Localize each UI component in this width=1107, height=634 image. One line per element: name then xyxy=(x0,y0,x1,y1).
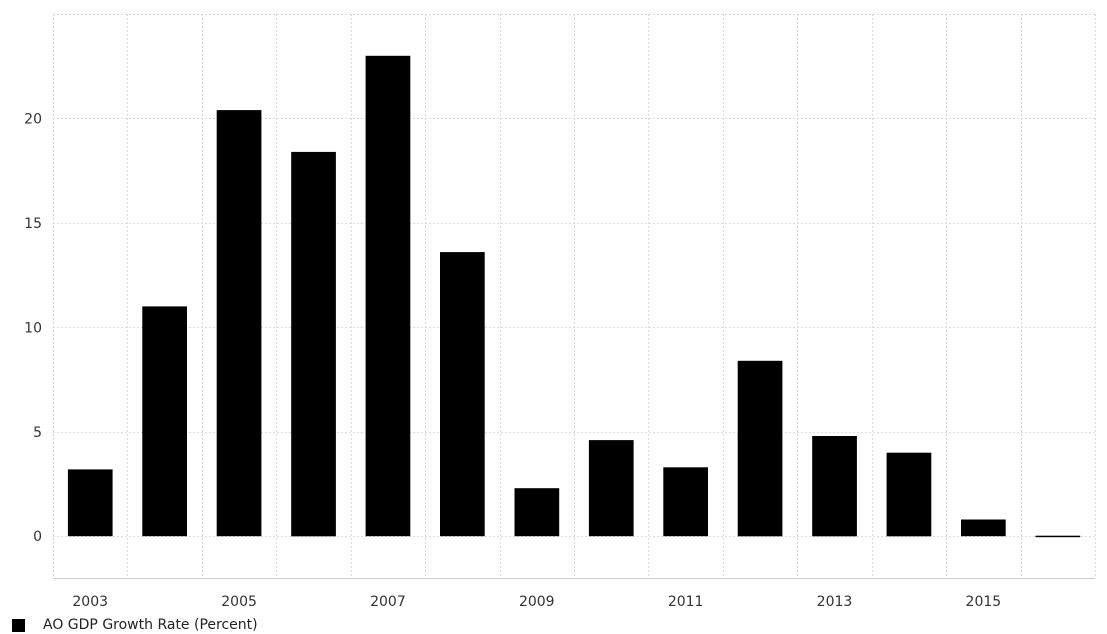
x-tick-label: 2009 xyxy=(519,594,555,610)
bar-2014 xyxy=(886,452,932,537)
legend: AO GDP Growth Rate (Percent) xyxy=(12,616,258,634)
y-tick-label: 20 xyxy=(24,111,42,127)
bar-2011 xyxy=(663,467,708,537)
x-tick-label: 2013 xyxy=(817,594,853,610)
bar-2005 xyxy=(216,110,262,537)
bar-2004 xyxy=(142,306,187,537)
bar-2008 xyxy=(440,252,485,537)
y-tick-label: 5 xyxy=(33,425,42,441)
grid xyxy=(53,14,1096,579)
bars xyxy=(67,55,1081,538)
bar-2003 xyxy=(67,469,113,537)
y-axis: 0 5 10 15 20 xyxy=(24,111,42,545)
legend-swatch xyxy=(12,618,25,632)
x-tick-label: 2007 xyxy=(370,594,406,610)
x-tick-label: 2011 xyxy=(668,594,704,610)
bar-2009 xyxy=(514,488,560,537)
bar-2012 xyxy=(737,360,783,537)
bar-2016 xyxy=(1035,535,1081,538)
bar-2013 xyxy=(812,436,857,537)
x-tick-label: 2015 xyxy=(966,594,1002,610)
bar-2007 xyxy=(365,55,411,537)
y-tick-label: 15 xyxy=(24,216,42,232)
y-tick-label: 0 xyxy=(33,529,42,545)
x-tick-label: 2005 xyxy=(221,594,257,610)
bar-2006 xyxy=(291,151,336,537)
y-tick-label: 10 xyxy=(24,320,42,336)
bar-2015 xyxy=(961,519,1006,537)
x-axis: 2003 2005 2007 2009 2011 2013 2015 xyxy=(72,594,1001,610)
bar-2010 xyxy=(588,440,634,537)
legend-label: AO GDP Growth Rate (Percent) xyxy=(43,617,258,633)
x-tick-label: 2003 xyxy=(72,594,108,610)
